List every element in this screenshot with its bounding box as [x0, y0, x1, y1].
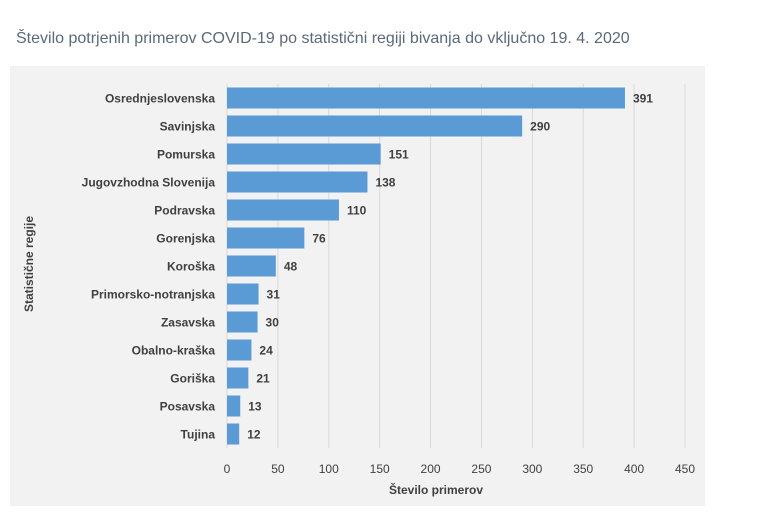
data-label: 13	[248, 400, 262, 414]
data-label: 391	[633, 92, 653, 106]
data-label: 24	[259, 344, 273, 358]
bar	[227, 255, 276, 277]
y-axis-label: Statistične regije	[22, 216, 36, 312]
bar	[227, 171, 368, 193]
category-label: Goriška	[170, 372, 215, 386]
chart-panel: 391 290 151 138 110 76 48 31 30 24 21 13 12 Osrednje…	[10, 66, 705, 506]
category-label: Primorsko-notranjska	[91, 288, 215, 302]
data-label: 48	[284, 260, 298, 274]
category-label: Podravska	[154, 204, 215, 218]
bar	[227, 283, 259, 305]
bar	[227, 423, 240, 445]
category-labels: Osrednjeslovenska Savinjska Pomurska Jugovz…	[82, 92, 216, 442]
category-label: Savinjska	[160, 120, 216, 134]
data-label: 110	[347, 204, 367, 218]
x-tick-label: 0	[224, 462, 231, 476]
category-label: Zasavska	[161, 316, 215, 330]
bar	[227, 87, 625, 109]
x-tick-label: 100	[319, 462, 339, 476]
x-tick-label: 350	[573, 462, 593, 476]
category-label: Gorenjska	[156, 232, 215, 246]
x-tick-label: 250	[471, 462, 491, 476]
x-tick-label: 400	[624, 462, 644, 476]
x-tick-labels: 0 50 100 150 200 250 300 350 400 450	[224, 462, 696, 476]
data-label: 30	[266, 316, 280, 330]
x-tick-label: 150	[370, 462, 390, 476]
bar	[227, 395, 241, 417]
x-tick-label: 50	[271, 462, 285, 476]
category-label: Tujina	[181, 428, 216, 442]
x-axis-label: Število primerov	[389, 482, 483, 497]
data-label: 76	[312, 232, 326, 246]
bars	[227, 87, 625, 445]
data-label: 21	[256, 372, 270, 386]
category-label: Pomurska	[157, 148, 215, 162]
bar	[227, 143, 381, 165]
data-label: 290	[530, 120, 550, 134]
bar	[227, 311, 258, 333]
bar	[227, 199, 339, 221]
data-label: 12	[247, 428, 261, 442]
page-title: Število potrjenih primerov COVID-19 po s…	[16, 30, 630, 47]
bar	[227, 227, 305, 249]
bar	[227, 339, 252, 361]
data-label: 138	[375, 176, 395, 190]
category-label: Koroška	[167, 260, 215, 274]
x-tick-label: 300	[522, 462, 542, 476]
category-label: Posavska	[160, 400, 216, 414]
category-label: Jugovzhodna Slovenija	[82, 176, 216, 190]
x-tick-label: 200	[421, 462, 441, 476]
data-label: 31	[267, 288, 281, 302]
category-label: Obalno-kraška	[132, 344, 216, 358]
data-label: 151	[389, 148, 409, 162]
category-label: Osrednjeslovenska	[105, 92, 215, 106]
x-tick-label: 450	[675, 462, 695, 476]
bar	[227, 115, 523, 137]
bar	[227, 367, 249, 389]
